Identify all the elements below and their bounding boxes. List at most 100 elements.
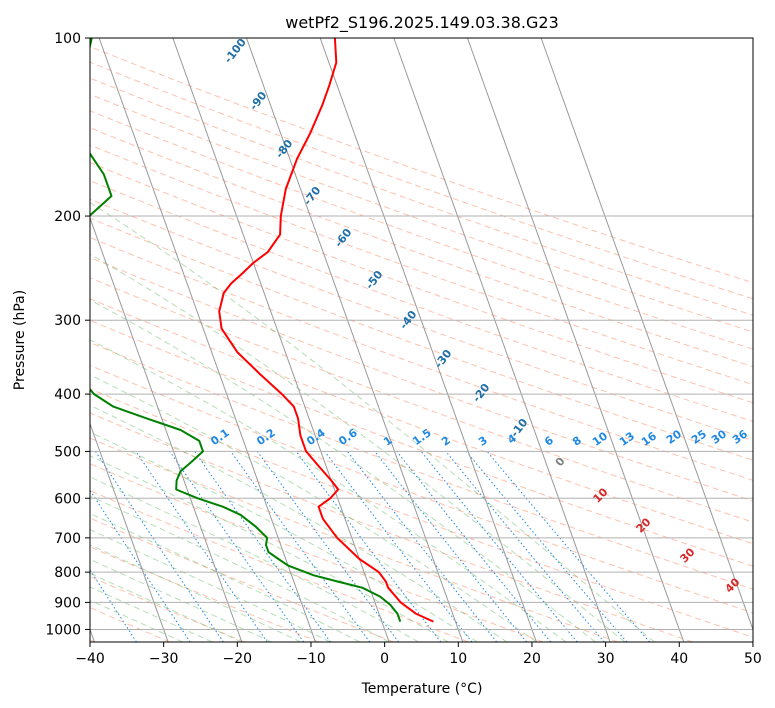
- mixing-ratio-line: [94, 451, 224, 642]
- mixing-ratio-label: 25: [689, 427, 709, 446]
- mixing-ratio-line: [90, 489, 191, 642]
- dry-adiabat: [90, 217, 753, 461]
- mixing-ratio-label: 3: [476, 434, 490, 449]
- x-tick-label: 20: [523, 651, 541, 667]
- background-lines: [90, 38, 753, 642]
- dry-adiabat: [90, 144, 753, 386]
- mixing-ratio-line: [374, 451, 527, 642]
- mixing-ratio-line: [230, 451, 371, 642]
- isotherm-line: [393, 38, 611, 642]
- y-tick-label: 400: [54, 387, 81, 403]
- dry-adiabat: [90, 256, 753, 502]
- y-tick-label: 100: [54, 31, 81, 47]
- y-tick-label: 800: [54, 565, 81, 581]
- moist-adiabat-label: 0: [553, 455, 568, 469]
- moist-adiabat: [90, 404, 508, 642]
- isotherm-line: [90, 216, 243, 642]
- dry-adiabat: [90, 388, 753, 638]
- dry-adiabat: [90, 77, 753, 316]
- x-tick-label: −20: [223, 651, 253, 667]
- dry-adiabat: [90, 61, 753, 300]
- x-tick-label: −40: [75, 651, 105, 667]
- dry-adiabat: [90, 93, 753, 333]
- mixing-ratio-label: 30: [709, 427, 729, 447]
- moist-adiabat-label: -100: [222, 36, 249, 66]
- mixing-ratio-label: 13: [617, 429, 637, 448]
- y-tick-label: 900: [54, 595, 81, 611]
- dry-adiabat: [90, 236, 753, 481]
- x-tick-label: 40: [670, 651, 688, 667]
- mixing-ratio-label: 0.1: [208, 426, 231, 448]
- isotherm-line: [98, 38, 316, 642]
- mixing-ratio-line: [135, 451, 268, 642]
- mixing-ratio-line: [347, 451, 498, 642]
- moist-adiabat: [90, 202, 655, 642]
- dry-adiabat: [90, 437, 619, 642]
- dry-adiabat: [90, 198, 753, 442]
- dry-adiabat: [90, 517, 394, 642]
- mixing-ratio-label: 0.2: [254, 426, 277, 448]
- x-axis: −40 −30 −20 −10 0 10 20 30 40 50: [75, 642, 762, 667]
- x-axis-label: Temperature (°C): [361, 681, 483, 697]
- mixing-ratio-label: 36: [730, 427, 750, 447]
- mixing-ratio-line: [465, 451, 628, 642]
- annotation-layer: 0.1 0.2 0.4 0.6 1 1.5 2 3 4 6 8 10 13 16 20 25 30 36-100-…: [208, 36, 750, 596]
- x-tick-label: 0: [380, 651, 389, 667]
- dry-adiabat: [90, 46, 753, 284]
- y-tick-label: 700: [54, 531, 81, 547]
- x-tick-label: 30: [597, 651, 615, 667]
- isotherm-line: [90, 422, 169, 642]
- x-tick-label: 50: [744, 651, 762, 667]
- dry-adiabat-label: 10: [591, 485, 611, 505]
- chart-title: wetPf2_S196.2025.149.03.38.G23: [285, 13, 559, 33]
- mixing-ratio-label: 1.5: [410, 426, 433, 448]
- y-tick-label: 200: [54, 209, 81, 225]
- dry-adiabat: [90, 180, 753, 422]
- moist-adiabat: [90, 512, 360, 642]
- moist-adiabat: [90, 586, 213, 642]
- moist-adiabat: [90, 495, 390, 642]
- dry-adiabat: [90, 341, 753, 590]
- moist-adiabat: [90, 299, 596, 642]
- isotherm-line: [245, 38, 464, 642]
- dry-adiabat-label: 20: [634, 515, 654, 535]
- moist-adiabat: [90, 544, 301, 642]
- y-tick-label: 500: [54, 444, 81, 460]
- isotherm-line: [540, 38, 753, 632]
- mixing-ratio-line: [420, 451, 578, 642]
- moist-adiabat-label: -30: [432, 347, 455, 371]
- y-axis-label: Pressure (hPa): [12, 290, 28, 390]
- isotherm-line: [466, 38, 685, 642]
- mixing-ratio-line: [194, 451, 331, 642]
- dry-adiabat: [90, 412, 693, 642]
- dry-adiabat: [90, 162, 753, 404]
- dry-adiabat: [90, 277, 753, 523]
- mixing-ratio-line: [396, 451, 552, 642]
- y-axis: 1000 900 800 700 600 500 400 300 200 100: [45, 31, 90, 638]
- dewpoint-profile: [90, 38, 402, 622]
- mixing-ratio-line: [445, 451, 605, 642]
- moist-adiabat: [90, 374, 537, 642]
- moist-adiabat: [90, 572, 243, 642]
- moist-adiabat-label: -80: [273, 137, 296, 161]
- dry-adiabat: [90, 298, 753, 545]
- dry-adiabat: [90, 546, 320, 642]
- y-tick-label: 300: [54, 313, 81, 329]
- mixing-ratio-label: 2: [439, 434, 453, 449]
- moist-adiabat-label: -70: [301, 184, 324, 208]
- moist-adiabat: [90, 455, 449, 642]
- x-tick-label: −10: [296, 651, 326, 667]
- dry-adiabat: [90, 110, 753, 350]
- moist-adiabat: [90, 339, 567, 642]
- moist-adiabat-label: -40: [397, 308, 420, 332]
- moist-adiabat: [90, 431, 478, 642]
- dry-adiabat-label: 30: [678, 545, 698, 565]
- mixing-ratio-line: [295, 451, 442, 642]
- isotherm-line: [172, 38, 390, 642]
- x-tick-label: −30: [149, 651, 179, 667]
- series-layer: [90, 38, 434, 623]
- dry-adiabat: [90, 489, 469, 642]
- plot-frame: [89, 37, 754, 643]
- mixing-ratio-label: 16: [639, 429, 659, 449]
